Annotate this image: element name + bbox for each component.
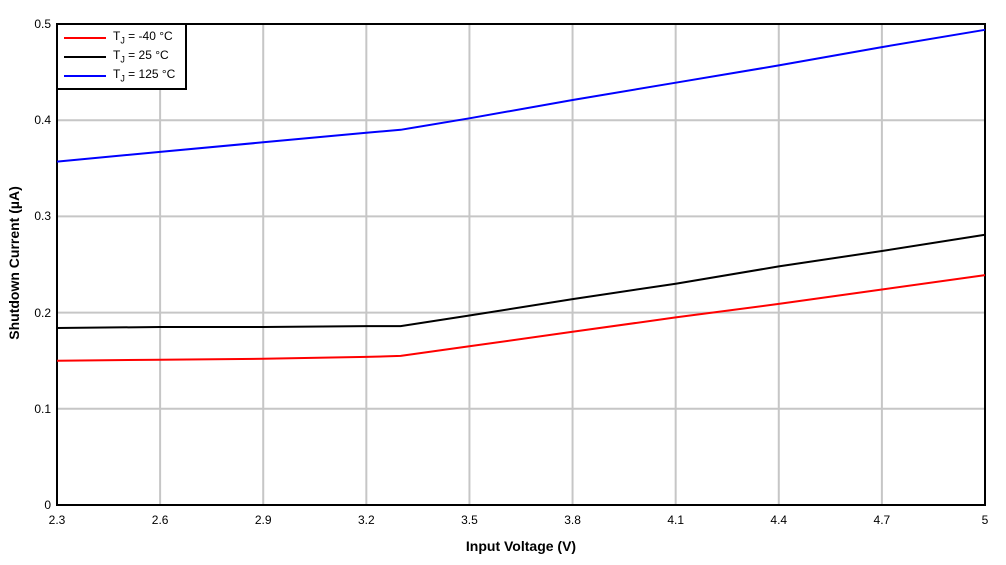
legend-label: TJ = 125 °C	[113, 67, 176, 84]
y-tick-label: 0.4	[34, 113, 51, 128]
legend-label: TJ = -40 °C	[113, 29, 173, 46]
x-tick-label: 3.5	[461, 513, 478, 527]
y-tick-label: 0.2	[34, 305, 51, 320]
x-tick-label: 4.4	[770, 513, 788, 527]
y-axis-title: Shutdown Current (µA)	[6, 186, 22, 340]
x-tick-label: 5	[981, 513, 989, 527]
legend-swatch-line	[64, 36, 106, 39]
legend-item: TJ = 125 °C	[64, 66, 181, 85]
x-tick-label: 4.7	[873, 513, 891, 527]
legend-item: TJ = -40 °C	[64, 28, 181, 47]
legend-label: TJ = 25 °C	[113, 48, 169, 65]
series-line-tj-25c	[56, 233, 986, 329]
x-tick-label: 4.1	[667, 513, 684, 527]
x-tick-label: 3.8	[564, 513, 581, 527]
x-axis-title: Input Voltage (V)	[465, 538, 577, 554]
legend-swatch-line	[64, 74, 106, 77]
x-tick-label: 2.3	[48, 513, 66, 527]
x-tick-label: 2.9	[254, 513, 272, 527]
legend: TJ = -40 °C TJ = 25 °C TJ = 125 °C	[56, 23, 187, 90]
y-tick-label: 0	[44, 498, 51, 512]
y-tick-label: 0.3	[34, 209, 51, 224]
series-line-tj-minus-40c	[56, 274, 986, 362]
series-line-tj-125c	[56, 28, 986, 163]
x-tick-label: 2.6	[151, 513, 169, 527]
legend-item: TJ = 25 °C	[64, 47, 181, 66]
y-tick-label: 0.1	[34, 401, 51, 416]
plot-border	[56, 23, 986, 506]
x-tick-label: 3.2	[357, 513, 375, 527]
y-tick-label: 0.5	[34, 17, 51, 31]
legend-swatch-line	[64, 55, 106, 58]
